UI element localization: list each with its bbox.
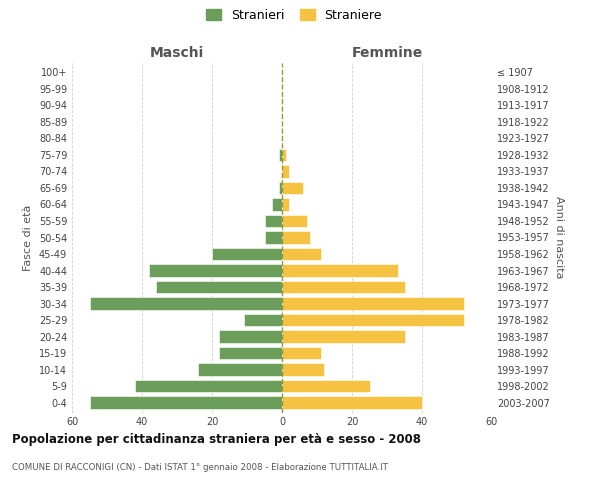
Bar: [265, 232, 282, 243]
Y-axis label: Fasce di età: Fasce di età: [23, 204, 33, 270]
Bar: [282, 182, 303, 194]
Bar: [282, 364, 324, 376]
Bar: [282, 298, 464, 310]
Bar: [282, 314, 464, 326]
Bar: [282, 264, 398, 276]
Bar: [219, 347, 282, 360]
Bar: [265, 215, 282, 227]
Bar: [282, 380, 370, 392]
Bar: [149, 264, 282, 276]
Bar: [282, 281, 404, 293]
Bar: [198, 364, 282, 376]
Bar: [212, 248, 282, 260]
Y-axis label: Anni di nascita: Anni di nascita: [554, 196, 563, 278]
Bar: [282, 347, 320, 360]
Text: Maschi: Maschi: [150, 46, 204, 60]
Bar: [278, 149, 282, 161]
Bar: [282, 248, 320, 260]
Text: Popolazione per cittadinanza straniera per età e sesso - 2008: Popolazione per cittadinanza straniera p…: [12, 432, 421, 446]
Bar: [282, 396, 422, 409]
Bar: [156, 281, 282, 293]
Bar: [282, 166, 289, 177]
Bar: [282, 198, 289, 210]
Text: Femmine: Femmine: [352, 46, 422, 60]
Bar: [89, 396, 282, 409]
Text: COMUNE DI RACCONIGI (CN) - Dati ISTAT 1° gennaio 2008 - Elaborazione TUTTITALIA.: COMUNE DI RACCONIGI (CN) - Dati ISTAT 1°…: [12, 462, 388, 471]
Bar: [282, 232, 310, 243]
Bar: [219, 330, 282, 342]
Bar: [282, 215, 307, 227]
Bar: [135, 380, 282, 392]
Legend: Stranieri, Straniere: Stranieri, Straniere: [206, 8, 382, 22]
Bar: [89, 298, 282, 310]
Bar: [282, 149, 286, 161]
Bar: [282, 330, 404, 342]
Bar: [271, 198, 282, 210]
Bar: [244, 314, 282, 326]
Bar: [278, 182, 282, 194]
